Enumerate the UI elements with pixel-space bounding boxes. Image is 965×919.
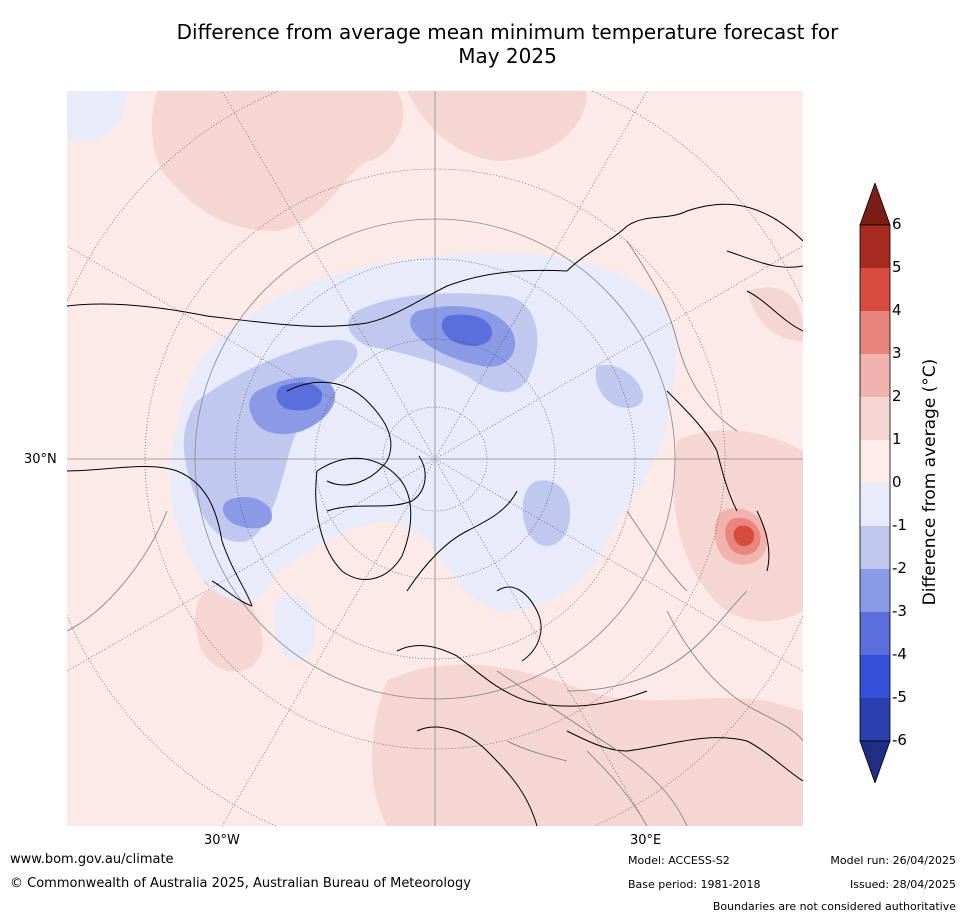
colorbar-bin — [860, 440, 890, 483]
cool-patch-ellesmere — [276, 382, 322, 411]
cb-tick-0: 0 — [892, 473, 902, 491]
colorbar-bin — [860, 397, 890, 440]
colorbar-bin — [860, 354, 890, 397]
title-line-2: May 2025 — [458, 44, 557, 68]
cool-patch-central-asia — [595, 365, 643, 408]
colorbar — [859, 183, 891, 783]
cb-tick-5: 5 — [892, 258, 902, 276]
cb-tick-2: 2 — [892, 387, 902, 405]
footer-model: Model: ACCESS-S2 — [628, 854, 730, 867]
cool-patch-hudson — [222, 496, 272, 529]
cb-tick-3: 3 — [892, 344, 902, 362]
colorbar-bin — [860, 698, 890, 741]
cb-tick-neg6: -6 — [892, 731, 907, 749]
lon-label-30w: 30°W — [204, 833, 240, 848]
cb-tick-neg5: -5 — [892, 688, 907, 706]
cb-tick-neg3: -3 — [892, 602, 907, 620]
cb-tick-neg1: -1 — [892, 516, 907, 534]
footer-disclaimer: Boundaries are not considered authoritat… — [712, 900, 956, 913]
colorbar-extend-top — [859, 183, 891, 226]
colorbar-bin — [860, 612, 890, 655]
warm-patch-north-pacific — [152, 91, 404, 231]
colorbar-bin — [860, 569, 890, 612]
colorbar-bin — [860, 526, 890, 569]
colorbar-bin — [860, 655, 890, 698]
cool-patch-taymyr — [441, 314, 492, 346]
colorbar-extend-bottom — [859, 740, 891, 783]
warm-patch-bering — [407, 91, 587, 161]
colorbar-label: Difference from average (°C) — [920, 358, 940, 606]
cool-patch-atlantic — [273, 595, 316, 660]
lon-label-30e: 30°E — [630, 833, 662, 848]
map-svg — [67, 91, 803, 826]
footer-issued: Issued: 28/04/2025 — [849, 878, 956, 891]
colorbar-bins — [859, 183, 891, 783]
cb-tick-6: 6 — [892, 215, 902, 233]
chart-title: Difference from average mean minimum tem… — [0, 20, 965, 68]
footer-base-period: Base period: 1981-2018 — [628, 878, 761, 891]
colorbar-bin — [860, 268, 890, 311]
greenland-coast — [315, 457, 412, 580]
country-borders — [67, 240, 803, 826]
graticule-solid — [67, 91, 803, 826]
title-line-1: Difference from average mean minimum tem… — [176, 20, 839, 44]
map-panel — [67, 91, 803, 826]
cool-patch-pacific-small — [67, 91, 127, 141]
footer-website: www.bom.gov.au/climate — [10, 852, 174, 867]
warm-patch-hot-spot-core — [733, 525, 755, 547]
cool-patch-baltic — [522, 480, 571, 546]
cb-tick-neg4: -4 — [892, 645, 907, 663]
warm-patch-atlantic — [195, 589, 263, 672]
warm-patch-east-siberia — [747, 287, 803, 341]
footer-copyright: © Commonwealth of Australia 2025, Austra… — [10, 876, 471, 891]
lat-label-30n: 30°N — [24, 452, 57, 467]
footer-model-run: Model run: 26/04/2025 — [830, 854, 956, 867]
cb-tick-neg2: -2 — [892, 559, 907, 577]
coastlines — [67, 203, 803, 826]
cb-tick-4: 4 — [892, 301, 902, 319]
colorbar-bin — [860, 483, 890, 526]
colorbar-bin — [860, 225, 890, 268]
warm-patch-europe — [372, 664, 803, 826]
colorbar-bin — [860, 311, 890, 354]
cb-tick-1: 1 — [892, 430, 902, 448]
